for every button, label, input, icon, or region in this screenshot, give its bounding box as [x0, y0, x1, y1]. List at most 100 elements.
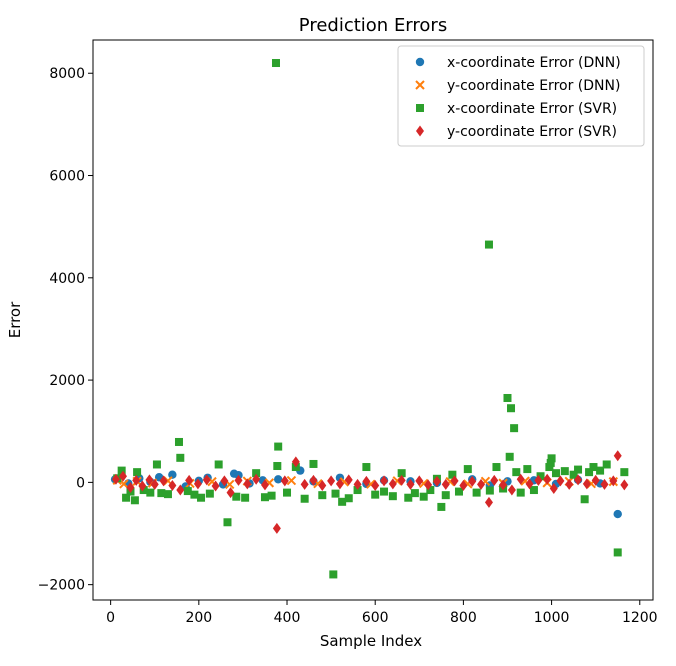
data-point-square: [260, 493, 269, 502]
data-point-diamond: [159, 475, 168, 487]
series-4: [111, 450, 629, 534]
data-point-diamond: [185, 474, 194, 486]
data-point-square: [152, 460, 161, 469]
data-point-diamond: [176, 484, 185, 496]
data-point-square: [507, 404, 516, 413]
data-point-diamond: [507, 484, 516, 496]
data-point-square: [416, 104, 424, 112]
data-point-square: [309, 459, 318, 468]
data-point-square: [344, 494, 353, 503]
data-point-diamond: [202, 474, 211, 486]
data-point-diamond: [406, 478, 415, 490]
data-point-square: [274, 442, 283, 451]
data-point-x-stroke-b: [366, 479, 376, 489]
data-point-square: [338, 497, 347, 506]
data-point-diamond: [344, 474, 353, 486]
data-point-circle: [273, 475, 283, 484]
data-point-square: [133, 468, 142, 477]
legend-label: y-coordinate Error (SVR): [447, 124, 617, 140]
data-point-square: [448, 470, 457, 479]
data-point-square: [472, 488, 481, 497]
data-point-diamond: [574, 474, 583, 486]
data-point-diamond: [371, 479, 380, 491]
x-tick-label: 0: [106, 610, 115, 626]
data-point-diamond: [353, 478, 362, 490]
data-point-x-stroke-b: [520, 476, 530, 486]
data-point-circle: [168, 470, 177, 479]
data-point-diamond: [309, 474, 318, 486]
data-point-diamond: [291, 456, 300, 468]
data-point-diamond: [549, 483, 558, 495]
data-point-square: [371, 490, 380, 499]
data-point-square: [176, 453, 185, 462]
data-point-x-stroke-b: [419, 478, 429, 489]
data-point-square: [485, 486, 494, 495]
data-point-square: [388, 492, 397, 501]
data-point-square: [130, 496, 139, 505]
data-point-x-stroke-b: [286, 475, 297, 486]
data-point-diamond: [484, 496, 493, 508]
data-point-diamond: [272, 522, 281, 534]
data-point-diamond: [516, 473, 525, 485]
data-point-circle: [415, 57, 425, 67]
data-point-square: [214, 460, 223, 469]
data-point-diamond: [613, 450, 622, 462]
data-point-square: [183, 487, 192, 496]
y-axis-label: Error: [6, 301, 24, 338]
data-point-square: [197, 493, 206, 502]
data-point-diamond: [459, 479, 468, 491]
y-tick-label: 0: [76, 475, 85, 491]
legend-label: x-coordinate Error (SVR): [447, 101, 617, 117]
series-3: [113, 59, 629, 579]
data-point-square: [574, 465, 583, 474]
data-point-square: [331, 489, 340, 498]
x-axis-label: Sample Index: [320, 632, 422, 650]
data-point-square: [569, 470, 578, 479]
data-point-diamond: [234, 474, 243, 486]
data-point-diamond: [132, 474, 141, 486]
data-point-diamond: [145, 474, 154, 486]
data-point-square: [273, 462, 282, 471]
data-point-square: [241, 493, 250, 502]
data-point-square: [139, 486, 148, 495]
data-point-diamond: [138, 480, 147, 492]
data-point-diamond: [450, 475, 459, 487]
data-point-diamond: [280, 475, 289, 487]
data-point-square: [300, 494, 309, 503]
data-point-square: [353, 486, 362, 495]
data-point-square: [602, 460, 611, 469]
data-point-diamond: [582, 478, 591, 490]
data-point-diamond: [193, 478, 202, 490]
data-point-diamond: [327, 475, 336, 487]
data-point-diamond: [416, 125, 424, 137]
data-point-diamond: [441, 478, 450, 490]
legend-label: x-coordinate Error (DNN): [447, 55, 621, 71]
data-point-square: [516, 488, 525, 497]
x-tick-label: 400: [274, 610, 301, 626]
data-point-square: [492, 463, 501, 472]
data-point-diamond: [543, 473, 552, 485]
data-point-x: [415, 80, 425, 90]
data-point-diamond: [499, 479, 508, 491]
legend-label: y-coordinate Error (DNN): [447, 78, 620, 94]
data-point-diamond: [468, 475, 477, 487]
data-point-diamond: [415, 475, 424, 487]
data-point-square: [174, 437, 183, 446]
data-point-square: [271, 59, 280, 68]
data-point-circle: [613, 509, 622, 519]
data-point-square: [267, 491, 276, 500]
data-point-diamond: [424, 479, 433, 491]
y-tick-label: 8000: [49, 66, 85, 82]
data-point-diamond: [300, 478, 309, 490]
data-point-square: [223, 518, 232, 527]
data-point-square: [551, 469, 560, 478]
data-point-diamond: [556, 475, 565, 487]
data-point-square: [484, 240, 493, 249]
data-point-diamond: [388, 478, 397, 490]
data-point-x-stroke-b: [224, 479, 235, 490]
data-point-diamond: [335, 478, 344, 490]
data-point-diamond: [318, 479, 327, 491]
data-point-square: [545, 463, 554, 472]
data-point-diamond: [243, 478, 252, 490]
